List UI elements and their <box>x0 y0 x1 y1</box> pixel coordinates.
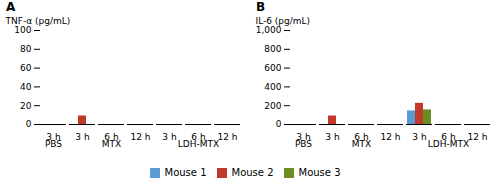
svg-text:12 h: 12 h <box>380 132 400 142</box>
svg-text:3 h: 3 h <box>75 132 89 142</box>
svg-text:40: 40 <box>20 82 32 92</box>
svg-text:80: 80 <box>20 44 32 54</box>
svg-text:60: 60 <box>20 63 32 73</box>
svg-text:20: 20 <box>20 101 32 111</box>
html-text:Mouse 1: Mouse 1 <box>164 167 207 178</box>
svg-text:6 h: 6 h <box>191 131 206 142</box>
svg-text:100: 100 <box>14 25 31 35</box>
svg-text:1,000: 1,000 <box>256 25 282 35</box>
svg-text:3 h: 3 h <box>162 132 176 142</box>
svg-text:12 h: 12 h <box>130 132 150 142</box>
svg-text:TNF-α (pg/mL): TNF-α (pg/mL) <box>5 16 71 26</box>
svg-text:PBS: PBS <box>45 139 62 149</box>
svg-text:400: 400 <box>264 82 281 92</box>
svg-text:PBS: PBS <box>295 139 312 149</box>
svg-text:3 h: 3 h <box>412 132 426 142</box>
svg-text:12 h: 12 h <box>467 132 487 142</box>
svg-text:12 h: 12 h <box>217 132 237 142</box>
html-text:B: B <box>256 0 266 14</box>
svg-text:600: 600 <box>264 63 281 73</box>
html-text:A: A <box>6 0 16 14</box>
svg-text:6 h: 6 h <box>104 131 119 142</box>
svg-text:3 h: 3 h <box>46 131 61 142</box>
svg-text:0: 0 <box>26 119 32 129</box>
svg-text:3 h: 3 h <box>296 131 311 142</box>
svg-text:6 h: 6 h <box>354 131 369 142</box>
svg-text:200: 200 <box>264 101 281 111</box>
svg-text:LDH-MTX: LDH-MTX <box>428 139 469 149</box>
svg-text:0: 0 <box>276 119 282 129</box>
svg-text:6 h: 6 h <box>441 131 456 142</box>
svg-text:800: 800 <box>264 44 281 54</box>
svg-text:3 h: 3 h <box>325 132 339 142</box>
html-text:Mouse 3: Mouse 3 <box>298 167 341 178</box>
svg-text:LDH-MTX: LDH-MTX <box>178 139 219 149</box>
svg-text:MTX: MTX <box>102 139 121 149</box>
html-text:Mouse 2: Mouse 2 <box>231 167 274 178</box>
svg-text:IL-6 (pg/mL): IL-6 (pg/mL) <box>256 16 311 26</box>
svg-text:MTX: MTX <box>352 139 371 149</box>
